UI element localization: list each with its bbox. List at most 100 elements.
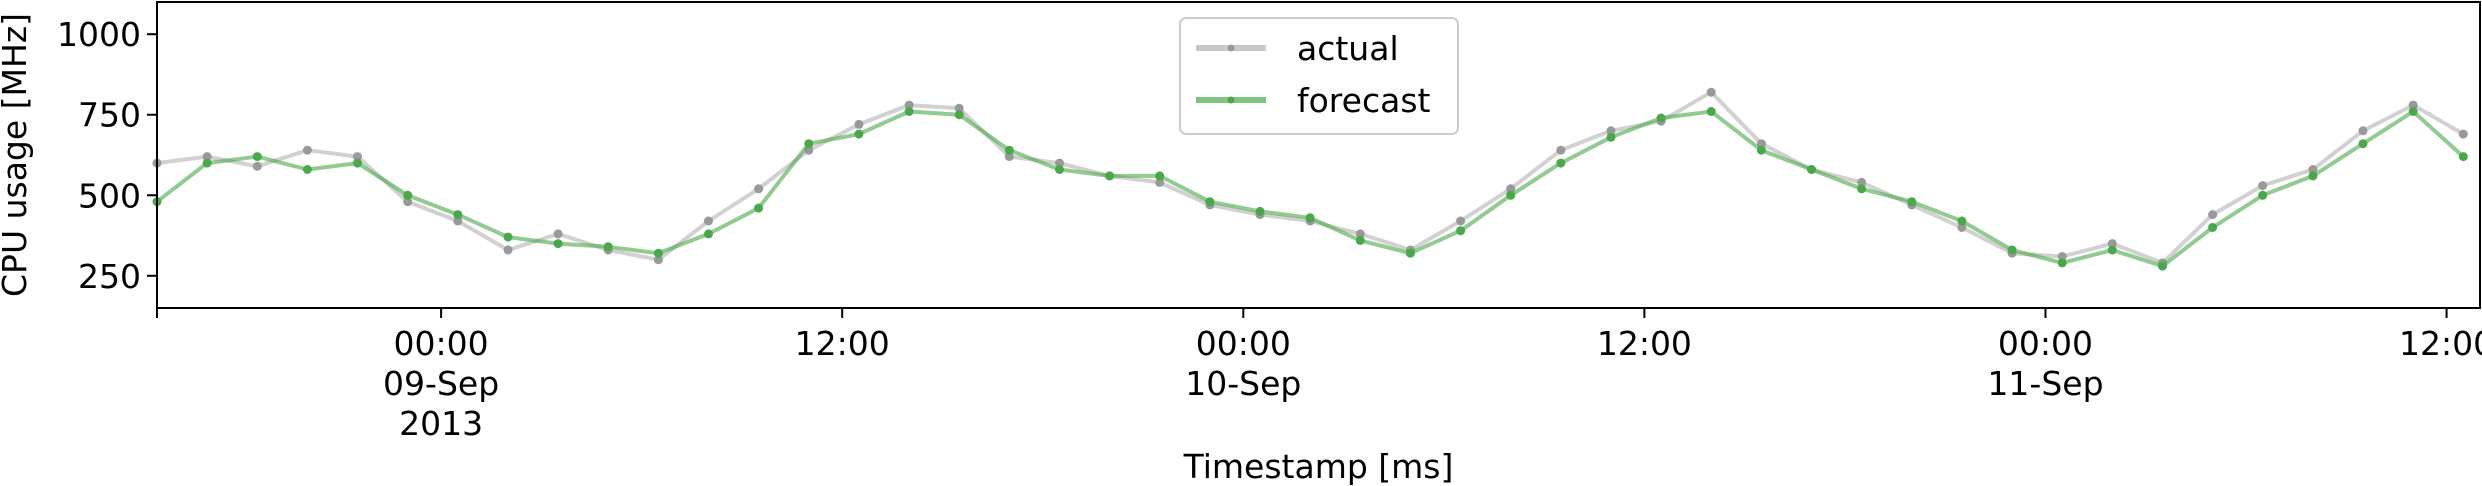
data-point-forecast	[653, 248, 663, 258]
data-point-forecast	[453, 210, 463, 220]
legend-label-actual: actual	[1297, 29, 1399, 68]
data-point-forecast	[1004, 145, 1014, 155]
x-tick-label: 10-Sep	[1185, 364, 1301, 403]
data-point-forecast	[1456, 226, 1466, 236]
legend-label-forecast: forecast	[1297, 81, 1431, 120]
legend: actual forecast	[1179, 17, 1459, 135]
data-point-actual	[403, 197, 413, 207]
data-point-actual	[503, 245, 513, 255]
data-point-actual	[704, 216, 713, 226]
data-point-actual	[1606, 126, 1616, 136]
data-point-actual	[954, 103, 964, 113]
data-point-actual	[2057, 252, 2067, 261]
data-point-actual	[1355, 229, 1365, 239]
data-point-forecast	[1405, 248, 1415, 258]
data-point-actual	[1456, 216, 1466, 226]
data-point-actual	[353, 152, 362, 162]
data-point-forecast	[1606, 132, 1616, 142]
data-point-forecast	[1656, 113, 1666, 123]
data-point-actual	[1506, 184, 1516, 194]
data-point-actual	[2107, 239, 2117, 249]
data-point-actual	[2258, 181, 2268, 191]
y-tick-label: 750	[78, 96, 141, 135]
y-tick-label: 500	[78, 176, 141, 215]
data-point-forecast	[302, 165, 312, 174]
x-tick-label: 00:00	[394, 324, 489, 363]
data-point-actual	[854, 119, 864, 129]
x-tick-label: 00:00	[1196, 324, 1291, 363]
data-point-forecast	[854, 129, 864, 139]
data-point-forecast	[2258, 190, 2268, 200]
data-point-forecast	[1506, 190, 1516, 200]
data-point-forecast	[804, 139, 814, 149]
data-point-actual	[1155, 177, 1165, 187]
data-point-actual	[1706, 87, 1716, 97]
data-point-forecast	[2208, 223, 2218, 232]
data-point-forecast	[904, 107, 914, 116]
plot-frame	[156, 1, 2481, 309]
data-point-forecast	[2158, 261, 2167, 271]
data-point-actual	[1004, 152, 1014, 162]
data-point-forecast	[2007, 245, 2017, 255]
data-point-forecast	[2408, 107, 2418, 116]
data-point-forecast	[1907, 197, 1917, 207]
data-point-forecast	[1756, 145, 1766, 155]
y-axis: 250 500 750 1000	[57, 15, 157, 296]
data-point-forecast	[1706, 107, 1716, 116]
x-tick-label: 09-Sep	[383, 364, 499, 403]
data-point-actual	[1055, 158, 1064, 168]
x-tick-label: 00:00	[1998, 324, 2093, 363]
data-point-forecast	[954, 110, 964, 120]
data-point-actual	[1857, 177, 1867, 187]
data-point-forecast	[2358, 139, 2368, 149]
data-point-actual	[202, 152, 212, 162]
x-tick-label: 11-Sep	[1987, 364, 2103, 403]
data-point-actual	[653, 255, 663, 265]
data-point-forecast	[1155, 171, 1165, 181]
data-point-forecast	[1105, 171, 1115, 181]
data-point-forecast	[1857, 184, 1867, 194]
data-point-actual	[2308, 165, 2318, 174]
data-point-actual	[904, 100, 914, 110]
data-point-actual	[2408, 100, 2418, 110]
x-tick-label: 12:00	[1597, 324, 1692, 363]
y-tick-label: 250	[78, 257, 141, 296]
data-point-actual	[2358, 126, 2368, 136]
data-point-actual	[553, 229, 563, 239]
data-point-forecast	[1205, 197, 1215, 207]
data-point-forecast	[353, 158, 362, 168]
data-point-forecast	[1355, 235, 1365, 245]
data-point-forecast	[754, 203, 764, 213]
data-point-forecast	[1556, 158, 1566, 168]
data-point-actual	[754, 184, 764, 194]
data-point-forecast	[553, 239, 563, 249]
data-point-actual	[1957, 223, 1967, 232]
data-point-forecast	[704, 229, 713, 239]
data-point-actual	[453, 216, 463, 226]
y-axis-label: CPU usage [MHz]	[0, 13, 34, 297]
data-point-forecast	[2308, 171, 2318, 181]
x-tick-label: 2013	[399, 404, 483, 443]
data-point-forecast	[503, 232, 513, 242]
x-axis-label: Timestamp [ms]	[1183, 447, 1454, 486]
data-point-forecast	[1807, 165, 1816, 174]
data-point-forecast	[202, 158, 212, 168]
data-point-forecast	[1305, 213, 1315, 223]
data-point-actual	[302, 145, 312, 155]
data-point-forecast	[2057, 258, 2067, 268]
x-tick-label: 12:00	[795, 324, 890, 363]
data-point-actual	[1556, 145, 1566, 155]
data-point-forecast	[2458, 152, 2468, 162]
x-tick-label: 12:00	[2399, 324, 2482, 363]
data-point-forecast	[2107, 245, 2117, 255]
data-point-forecast	[1255, 206, 1265, 216]
data-point-forecast	[252, 152, 262, 162]
legend-marker-forecast	[1227, 96, 1235, 104]
y-tick-label: 1000	[57, 15, 141, 54]
data-point-actual	[2208, 210, 2218, 220]
legend-marker-actual	[1227, 44, 1235, 52]
data-point-actual	[252, 161, 262, 171]
data-point-forecast	[1957, 216, 1967, 226]
data-point-forecast	[603, 242, 613, 252]
